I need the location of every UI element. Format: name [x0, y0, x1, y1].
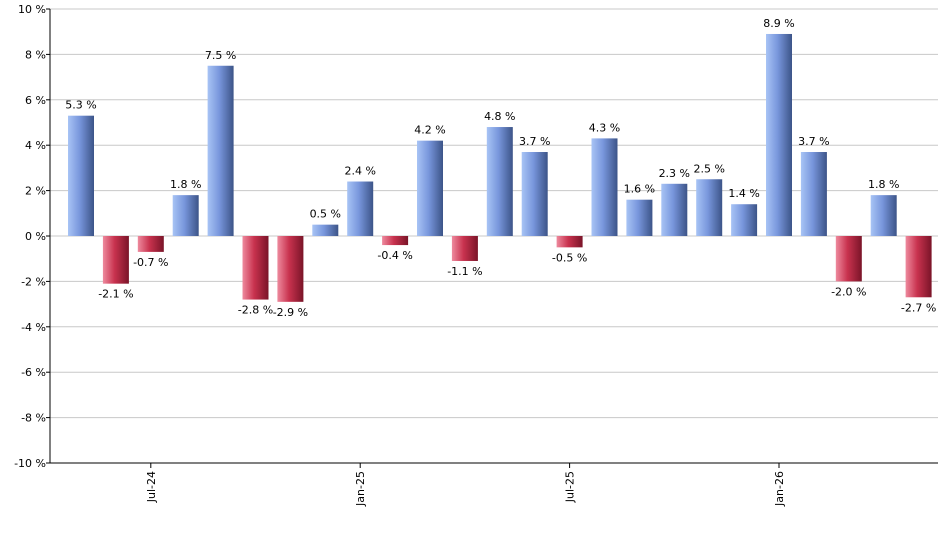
bar	[661, 183, 688, 236]
data-label: 3.7 %	[798, 135, 829, 148]
data-label: 1.6 %	[624, 183, 655, 196]
bar	[626, 199, 653, 236]
bar	[417, 140, 443, 236]
x-axis-ticks: Jul-24 Jan-25 Jul-25 Jan-26	[145, 463, 786, 507]
y-tick-label: 10 %	[18, 3, 46, 16]
y-tick-label: -6 %	[21, 366, 46, 379]
y-tick-label: 8 %	[25, 48, 46, 61]
bar	[556, 236, 583, 248]
y-tick-label: 6 %	[25, 94, 46, 107]
bar	[905, 236, 932, 298]
data-label: -0.5 %	[552, 251, 587, 264]
x-tick-label: Jan-25	[354, 471, 367, 507]
y-tick-label: 0 %	[25, 230, 46, 243]
data-labels: 5.3 % -2.1 % -0.7 % 1.8 % 7.5 % -2.8 % -2.9 % 0…	[65, 17, 936, 319]
x-tick-label: Jul-25	[564, 471, 577, 503]
bar	[451, 236, 478, 261]
bar	[870, 195, 897, 236]
data-label: -2.1 %	[98, 288, 133, 301]
y-tick-label: 2 %	[25, 185, 46, 198]
data-label: 8.9 %	[763, 17, 794, 30]
bar	[68, 115, 94, 236]
data-label: 1.4 %	[728, 187, 759, 200]
bar	[731, 204, 758, 236]
bar	[486, 127, 513, 236]
data-label: 2.3 %	[659, 167, 690, 180]
data-label: 2.4 %	[344, 165, 375, 178]
y-axis-ticks: 10 % 8 % 6 % 4 % 2 % 0 % -2 % -4 % -6 % -8 % -10 %	[14, 3, 50, 470]
data-label: -0.4 %	[377, 249, 412, 262]
data-label: 0.5 %	[310, 208, 341, 221]
bar	[172, 195, 199, 236]
bar	[207, 65, 234, 236]
data-label: -0.7 %	[133, 256, 168, 269]
data-label: 5.3 %	[65, 99, 96, 112]
bar	[312, 224, 339, 236]
bar	[696, 179, 723, 236]
data-label: 1.8 %	[868, 178, 899, 191]
bar	[277, 236, 304, 302]
bar	[347, 181, 374, 236]
x-tick-label: Jul-24	[145, 471, 158, 503]
bar	[521, 152, 548, 236]
data-label: -1.1 %	[447, 265, 482, 278]
y-tick-label: -10 %	[14, 457, 46, 470]
y-tick-label: 4 %	[25, 139, 46, 152]
data-label: 7.5 %	[205, 49, 236, 62]
bar	[102, 236, 129, 284]
data-label: 4.2 %	[414, 124, 445, 137]
bar	[766, 33, 792, 236]
data-label: -2.7 %	[901, 301, 936, 314]
y-tick-label: -8 %	[21, 412, 46, 425]
data-label: -2.8 %	[238, 304, 273, 317]
data-label: 4.3 %	[589, 121, 620, 134]
bar	[242, 236, 269, 300]
data-label: -2.0 %	[831, 285, 866, 298]
x-tick-label: Jan-26	[773, 471, 786, 507]
y-tick-label: -4 %	[21, 321, 46, 334]
bar	[800, 152, 827, 236]
data-label: 4.8 %	[484, 110, 515, 123]
bar	[835, 236, 862, 282]
data-label: 1.8 %	[170, 178, 201, 191]
data-label: 3.7 %	[519, 135, 550, 148]
axes	[49, 9, 938, 464]
bar	[137, 236, 164, 252]
data-label: -2.9 %	[273, 306, 308, 319]
data-label: 2.5 %	[693, 162, 724, 175]
bars	[68, 33, 932, 302]
bar	[591, 138, 618, 236]
bar	[382, 236, 409, 246]
y-tick-label: -2 %	[21, 275, 46, 288]
